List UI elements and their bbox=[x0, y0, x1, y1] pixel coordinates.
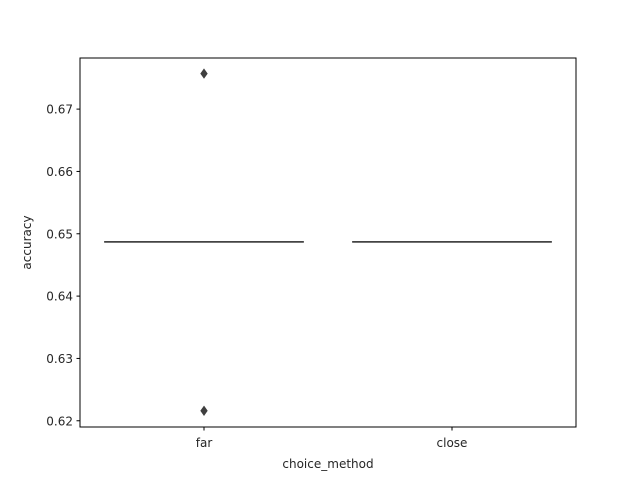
y-tick-label: 0.65 bbox=[46, 227, 73, 241]
x-tick-label-close: close bbox=[437, 436, 468, 450]
outlier-point-far bbox=[200, 405, 208, 416]
y-tick-label: 0.64 bbox=[46, 290, 73, 304]
y-axis-label: accuracy bbox=[20, 215, 34, 269]
x-axis-label: choice_method bbox=[282, 457, 373, 471]
y-tick-label: 0.62 bbox=[46, 414, 73, 428]
plot-area-frame bbox=[79, 57, 577, 428]
y-tick-label: 0.66 bbox=[46, 165, 73, 179]
y-axis-ticks: 0.62 0.63 0.64 0.65 0.66 0.67 bbox=[46, 103, 80, 428]
outlier-point-far bbox=[200, 68, 208, 79]
box-series bbox=[104, 68, 552, 416]
x-tick-label-far: far bbox=[196, 436, 213, 450]
y-tick-label: 0.67 bbox=[46, 103, 73, 117]
box-far bbox=[104, 68, 304, 416]
x-axis-ticks: far close bbox=[196, 427, 468, 450]
y-tick-label: 0.63 bbox=[46, 352, 73, 366]
